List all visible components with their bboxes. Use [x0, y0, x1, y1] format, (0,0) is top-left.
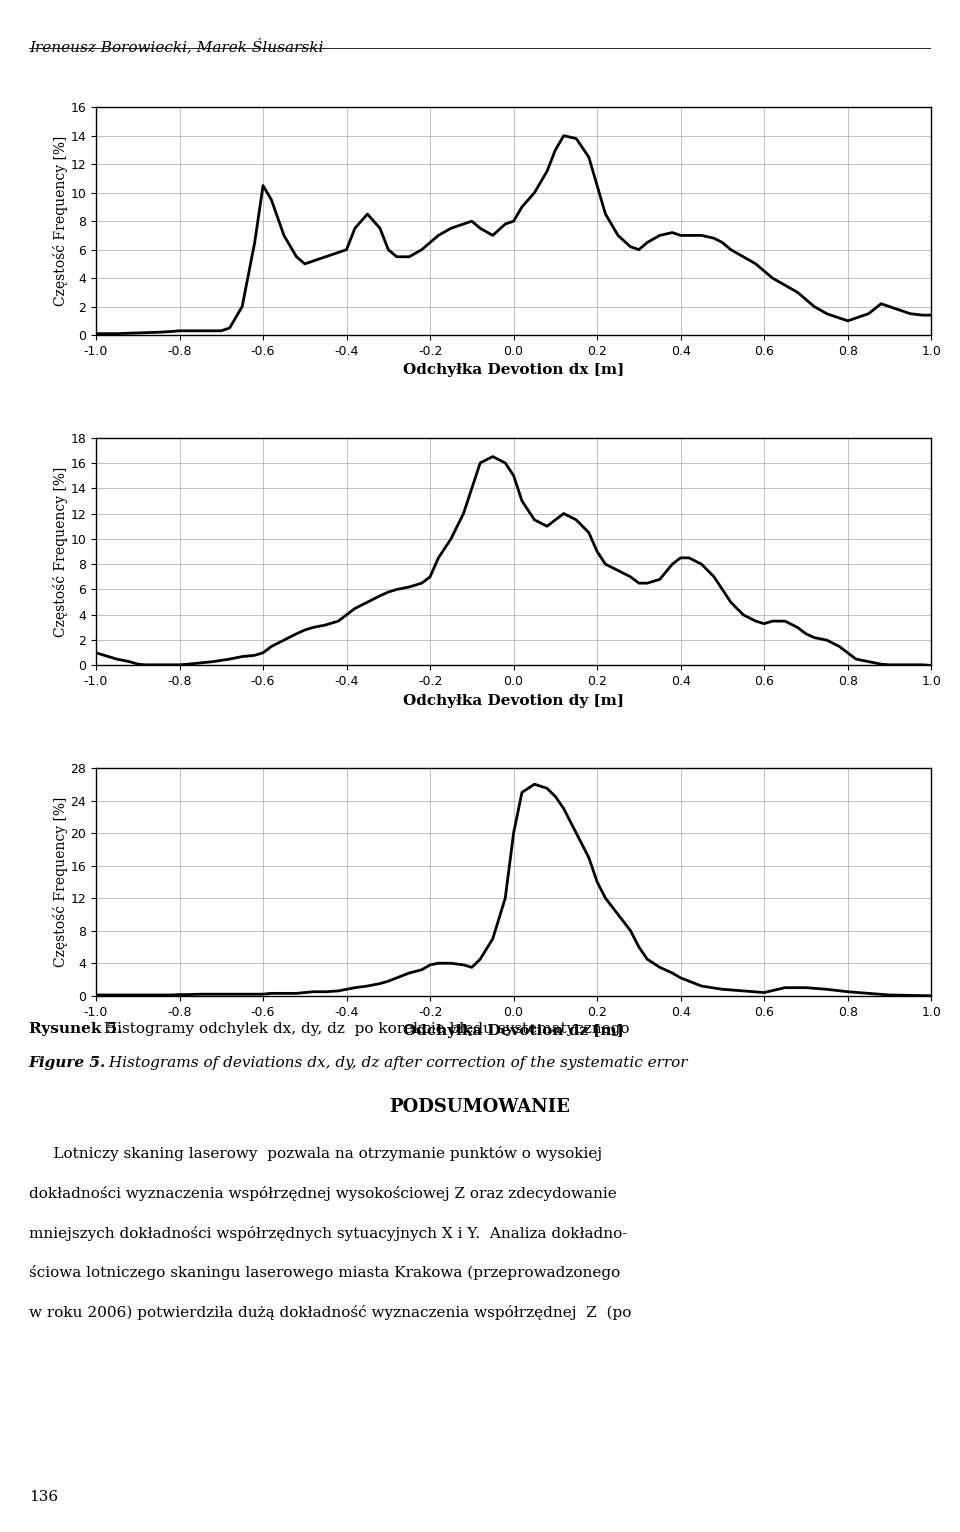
Y-axis label: Częstość Frequency [%]: Częstość Frequency [%] [53, 136, 67, 306]
Text: w roku 2006) potwierdziła dużą dokładność wyznaczenia współrzędnej  Z  (po: w roku 2006) potwierdziła dużą dokładnoś… [29, 1305, 631, 1321]
Text: Lotniczy skaning laserowy  pozwala na otrzymanie punktów o wysokiej: Lotniczy skaning laserowy pozwala na otr… [29, 1146, 602, 1161]
Text: PODSUMOWANIE: PODSUMOWANIE [390, 1098, 570, 1117]
Text: 136: 136 [29, 1491, 58, 1504]
Text: Rysunek 5.: Rysunek 5. [29, 1022, 122, 1036]
Text: Histograms of deviations dx, dy, dz after correction of the systematic error: Histograms of deviations dx, dy, dz afte… [104, 1056, 687, 1069]
Y-axis label: Częstość Frequency [%]: Częstość Frequency [%] [53, 797, 67, 967]
Text: Histogramy odchylek dx, dy, dz  po korekcie błędu systematycznego: Histogramy odchylek dx, dy, dz po korekc… [99, 1022, 630, 1036]
Text: ściowa lotniczego skaningu laserowego miasta Krakowa (przeprowadzonego: ściowa lotniczego skaningu laserowego mi… [29, 1265, 620, 1281]
X-axis label: Odchyłka Devotion dx [m]: Odchyłka Devotion dx [m] [403, 363, 624, 377]
X-axis label: Odchyłka Devotion dy [m]: Odchyłka Devotion dy [m] [403, 694, 624, 708]
Y-axis label: Częstość Frequency [%]: Częstość Frequency [%] [53, 466, 67, 637]
X-axis label: Odchyłka Devotion dz [m]: Odchyłka Devotion dz [m] [403, 1023, 624, 1039]
Text: dokładności wyznaczenia współrzędnej wysokościowej Z oraz zdecydowanie: dokładności wyznaczenia współrzędnej wys… [29, 1186, 616, 1201]
Text: mniejszych dokładności współrzędnych sytuacyjnych X i Y.  Analiza dokładno-: mniejszych dokładności współrzędnych syt… [29, 1226, 627, 1241]
Text: Ireneusz Borowiecki, Marek Ślusarski: Ireneusz Borowiecki, Marek Ślusarski [29, 38, 324, 54]
Text: Figure 5.: Figure 5. [29, 1056, 106, 1069]
